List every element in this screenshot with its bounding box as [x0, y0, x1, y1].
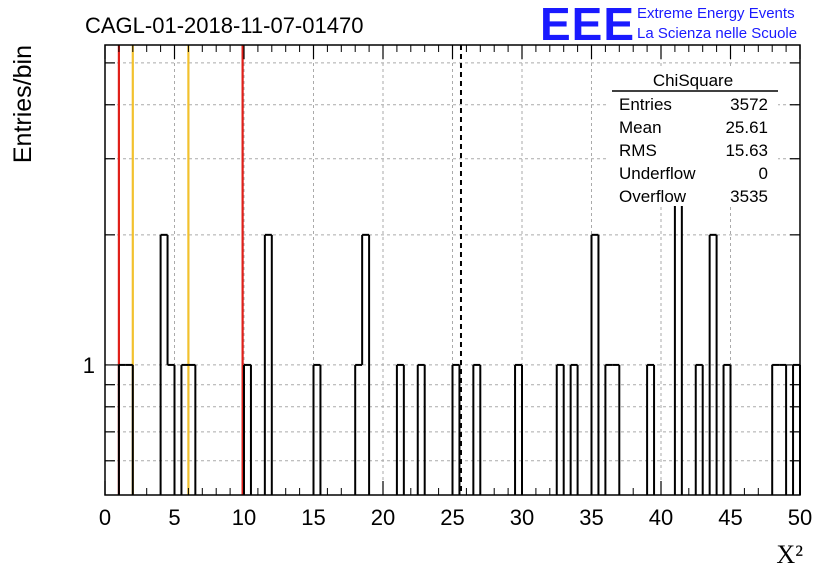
- y-tick-label: 1: [83, 353, 95, 378]
- grid-lines: [105, 45, 800, 495]
- axis-ticks: 0 5 10 15 20 25 30 35 40 45 50 1: [83, 45, 812, 530]
- x-tick-label: 25: [440, 505, 464, 530]
- stats-row-value: 3572: [730, 95, 768, 114]
- x-tick-label: 30: [510, 505, 534, 530]
- x-tick-label: 15: [301, 505, 325, 530]
- stats-row-value: 3535: [730, 187, 768, 206]
- x-tick-label: 45: [718, 505, 742, 530]
- x-tick-label: 5: [168, 505, 180, 530]
- eee-logo: EEE Extreme Energy Events La Scienza nel…: [540, 0, 797, 50]
- x-tick-label: 10: [232, 505, 256, 530]
- x-tick-label: 20: [371, 505, 395, 530]
- eee-logo-mark: EEE: [540, 0, 635, 50]
- eee-logo-line1: Extreme Energy Events: [637, 5, 795, 22]
- stats-row-value: 25.61: [725, 118, 768, 137]
- x-axis-label: X²: [776, 540, 803, 569]
- x-tick-label: 0: [99, 505, 111, 530]
- stats-row-label: Mean: [619, 118, 662, 137]
- stats-row-value: 0: [759, 164, 768, 183]
- stats-row-value: 15.63: [725, 141, 768, 160]
- x-tick-label: 50: [788, 505, 812, 530]
- eee-logo-line2: La Scienza nelle Scuole: [637, 25, 797, 42]
- stats-box: ChiSquare Entries 3572 Mean 25.61 RMS 15.63 Un…: [608, 66, 778, 206]
- stats-box-title: ChiSquare: [653, 71, 733, 90]
- stats-row-label: Entries: [619, 95, 672, 114]
- stats-row-label: RMS: [619, 141, 657, 160]
- chart-title: CAGL-01-2018-11-07-01470: [85, 13, 363, 38]
- stats-box-background: [608, 66, 778, 206]
- x-tick-label: 40: [649, 505, 673, 530]
- stats-row-label: Overflow: [619, 187, 687, 206]
- plot-frame: [104, 44, 801, 496]
- stats-row-label: Underflow: [619, 164, 696, 183]
- x-tick-label: 35: [579, 505, 603, 530]
- reference-lines: [117, 45, 462, 495]
- y-axis-label: Entries/bin: [9, 45, 37, 163]
